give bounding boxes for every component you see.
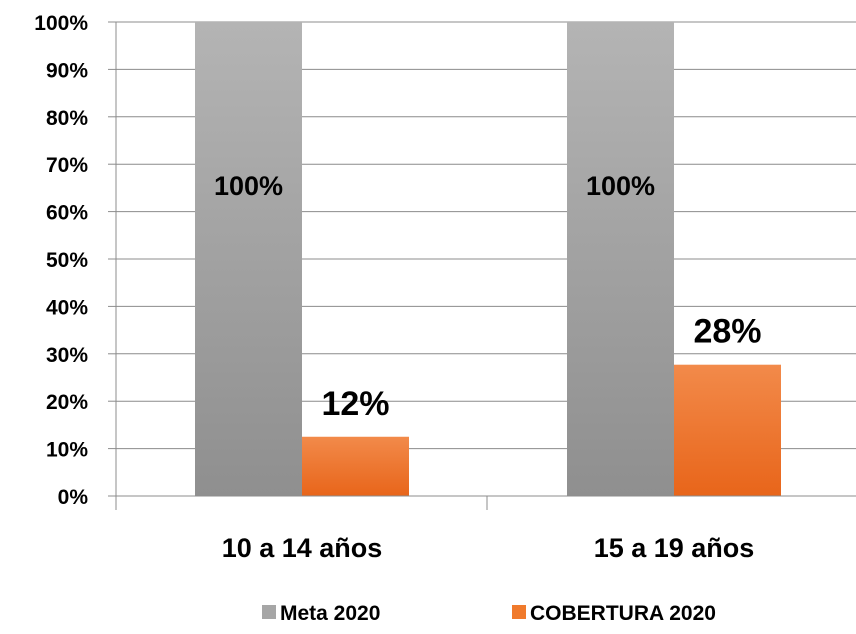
data-label: 100% — [586, 171, 655, 201]
y-tick-label: 20% — [46, 391, 88, 414]
bar — [674, 364, 781, 496]
y-tick-label: 90% — [46, 59, 88, 82]
category-label: 15 a 19 años — [594, 533, 755, 563]
bar — [195, 22, 302, 496]
data-labels: 100% 12% 100% 28% — [214, 171, 762, 423]
legend-swatch — [512, 605, 526, 619]
category-label: 10 a 14 años — [222, 533, 383, 563]
y-tick-label: 60% — [46, 202, 88, 225]
y-tick-label: 10% — [46, 439, 88, 462]
data-label: 28% — [693, 313, 761, 351]
y-tick-label: 50% — [46, 249, 88, 272]
legend-label: COBERTURA 2020 — [530, 602, 716, 625]
y-tick-label: 0% — [58, 486, 89, 509]
y-axis: 0% 10% 20% 30% 40% 50% 60% 70% 80% 90% 100% — [34, 12, 116, 509]
data-label: 12% — [321, 385, 389, 423]
y-tick-label: 40% — [46, 296, 88, 319]
bar — [567, 22, 674, 496]
legend: Meta 2020 COBERTURA 2020 — [262, 602, 716, 625]
bar — [302, 436, 409, 496]
y-tick-label: 80% — [46, 107, 88, 130]
legend-swatch — [262, 605, 276, 619]
x-axis: 10 a 14 años 15 a 19 años — [222, 533, 755, 563]
bars — [195, 22, 781, 496]
data-label: 100% — [214, 171, 283, 201]
legend-label: Meta 2020 — [280, 602, 380, 625]
y-tick-label: 30% — [46, 344, 88, 367]
axes — [115, 22, 856, 510]
y-tick-label: 70% — [46, 154, 88, 177]
y-tick-label: 100% — [34, 12, 88, 35]
